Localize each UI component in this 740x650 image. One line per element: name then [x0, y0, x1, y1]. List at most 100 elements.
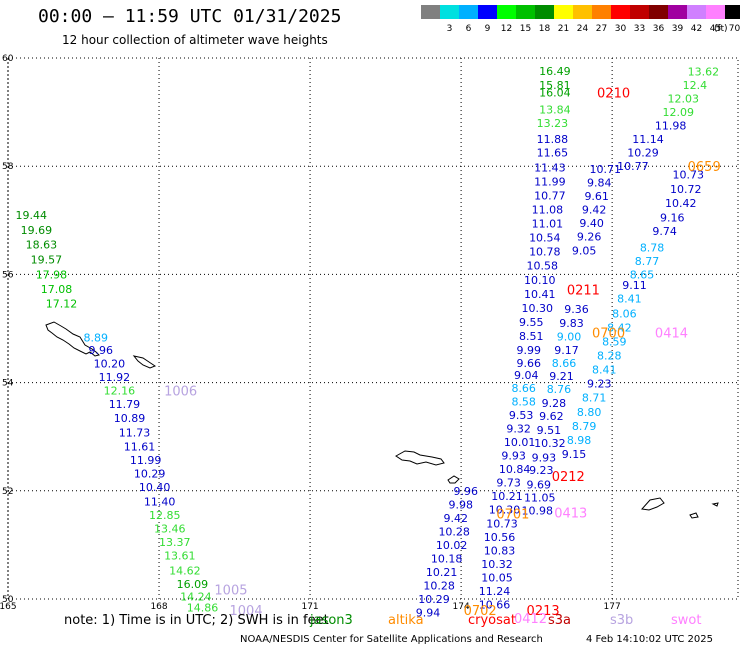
- swh-value-label: 19.44: [16, 209, 48, 222]
- satellite-altika: altika: [388, 613, 424, 628]
- swh-value-label: 8.79: [572, 420, 597, 433]
- colorbar-swatch: [706, 5, 725, 19]
- swh-value-label: 8.66: [511, 382, 535, 395]
- colorbar-tick-label: 21: [558, 24, 569, 34]
- swh-value-label: 9.26: [577, 231, 602, 244]
- swh-value-label: 11.05: [524, 491, 556, 504]
- swh-value-label: 9.00: [557, 331, 582, 344]
- swh-value-label: 16.49: [539, 65, 571, 78]
- satellite-cryosat: cryosat: [468, 613, 516, 628]
- kanaga-island: [447, 475, 460, 484]
- swh-value-label: 11.88: [537, 133, 569, 146]
- swh-value-label: 9.96: [454, 485, 479, 498]
- swh-value-label: 12.16: [104, 385, 136, 398]
- colorbar-swatch: [421, 5, 440, 19]
- colorbar-tick-label: 12: [501, 24, 512, 34]
- swh-value-label: 11.43: [534, 161, 566, 174]
- generated-timestamp: 4 Feb 14:10:02 UTC 2025: [586, 634, 713, 645]
- swh-value-label: 10.58: [527, 260, 559, 273]
- swh-value-label: 16.04: [539, 87, 571, 100]
- atka-island: [641, 497, 665, 511]
- swh-value-label: 9.62: [539, 410, 564, 423]
- track-time-label: 0412: [514, 612, 547, 627]
- swh-value-label: 12.03: [668, 93, 700, 106]
- swh-value-label: 9.36: [564, 303, 589, 316]
- swh-value-label: 11.92: [99, 371, 131, 384]
- swh-value-label: 10.32: [481, 558, 513, 571]
- swh-value-label: 10.84: [499, 463, 531, 476]
- colorbar-swatch: [573, 5, 592, 19]
- swh-value-label: 8.65: [630, 268, 655, 281]
- credit-line: NOAA/NESDIS Center for Satellite Applica…: [240, 634, 543, 645]
- swh-value-label: 8.89: [84, 332, 109, 345]
- swh-value-label: 10.89: [114, 412, 146, 425]
- swh-value-label: 10.10: [524, 274, 556, 287]
- track-time-label: 0414: [655, 326, 688, 341]
- swh-value-label: 8.78: [640, 241, 665, 254]
- colorbar-tick-label: 27: [596, 24, 607, 34]
- swh-value-label: 9.73: [496, 477, 521, 490]
- lat-tick-label: 50: [2, 595, 14, 605]
- swh-value-label: 16.09: [177, 578, 209, 591]
- swh-value-label: 8.58: [511, 396, 535, 409]
- colorbar-tick-label: 36: [653, 24, 665, 34]
- swh-value-label: 10.98: [522, 504, 554, 517]
- swh-value-label: 9.84: [587, 176, 612, 189]
- satellite-s3a: s3a: [548, 613, 572, 628]
- swh-value-label: 8.71: [582, 392, 607, 405]
- swh-value-label: 8.42: [607, 321, 632, 334]
- swh-value-label: 11.79: [109, 398, 141, 411]
- swh-value-label: 11.14: [632, 133, 664, 146]
- swh-value-label: 11.99: [534, 175, 566, 188]
- swh-value-label: 13.62: [688, 66, 720, 79]
- swh-value-label: 10.77: [534, 189, 566, 202]
- lat-tick-label: 60: [2, 54, 14, 64]
- swh-value-label: 9.16: [660, 212, 685, 225]
- swh-value-label: 10.29: [627, 147, 659, 160]
- satellite-jason3: jason3: [310, 613, 353, 628]
- swh-value-label: 10.54: [529, 232, 561, 245]
- swh-value-label: 10.29: [418, 593, 450, 606]
- swh-value-label: 9.55: [519, 316, 544, 329]
- swh-value-label: 9.32: [506, 423, 531, 436]
- swh-value-label: 9.05: [572, 245, 597, 258]
- colorbar-swatch: [478, 5, 497, 19]
- swh-value-label: 9.21: [549, 370, 574, 383]
- satellite-swot: swot: [671, 613, 702, 628]
- colorbar-tick-label: 70: [729, 24, 740, 34]
- swh-value-label: 11.73: [119, 426, 151, 439]
- wave-height-colorbar: 3 6 9 12 15 18 21 24 27 30 33 36 39 42 45 70(ft): [421, 5, 740, 34]
- swh-value-label: 8.51: [519, 330, 544, 343]
- lat-tick-label: 56: [2, 270, 14, 280]
- colorbar-tick-label: 42: [691, 24, 702, 34]
- swh-value-label: 10.40: [139, 481, 171, 494]
- swh-value-label: 10.41: [524, 288, 556, 301]
- page-title: 00:00 – 11:59 UTC 01/31/2025: [38, 6, 342, 27]
- swh-value-label: 9.53: [509, 409, 534, 422]
- colorbar-tick-label: 18: [539, 24, 551, 34]
- colorbar-swatch: [497, 5, 516, 19]
- swh-value-label: 10.78: [529, 246, 561, 259]
- colorbar-swatch: [535, 5, 554, 19]
- colorbar-swatch: [687, 5, 706, 19]
- colorbar-tick-label: 30: [615, 24, 627, 34]
- swh-value-label: 9.94: [416, 607, 441, 620]
- lat-tick-label: 54: [2, 379, 14, 389]
- swh-value-label: 9.96: [89, 344, 114, 357]
- lon-tick-label: 168: [150, 602, 167, 612]
- swh-value-label: 11.40: [144, 496, 176, 509]
- swh-value-label: 8.06: [612, 307, 637, 320]
- track-time-label: 0700: [592, 326, 625, 341]
- swh-value-label: 8.66: [552, 357, 577, 370]
- page-subtitle: 12 hour collection of altimeter wave hei…: [62, 33, 328, 47]
- swh-value-label: 10.28: [438, 525, 470, 538]
- buldir-island: [132, 355, 157, 369]
- colorbar-tick-label: 15: [520, 24, 531, 34]
- swh-value-label: 17.08: [41, 283, 73, 296]
- swh-value-label: 9.23: [529, 464, 554, 477]
- swh-value-label: 10.30: [489, 504, 521, 517]
- swh-value-label: 8.77: [635, 255, 660, 268]
- swh-value-label: 9.17: [554, 344, 579, 357]
- swh-value-label: 8.41: [617, 293, 642, 306]
- swh-value-label: 10.66: [479, 598, 511, 611]
